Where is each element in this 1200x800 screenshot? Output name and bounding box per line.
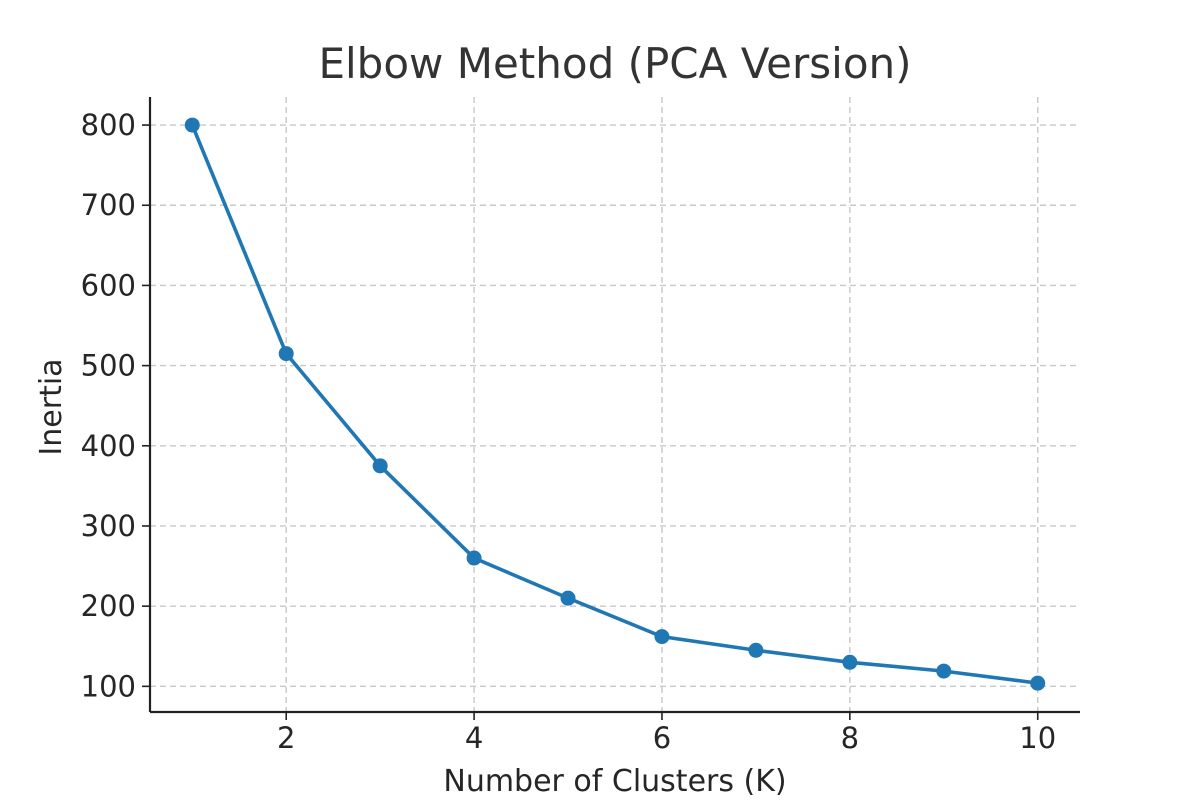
y-tick-label: 400 (81, 429, 136, 463)
data-point (560, 590, 576, 606)
chart-title: Elbow Method (PCA Version) (318, 39, 911, 88)
x-axis-title: Number of Clusters (K) (443, 764, 786, 799)
data-point (466, 550, 482, 566)
x-tick-label: 6 (653, 721, 671, 755)
x-tick-label: 4 (465, 721, 483, 755)
data-point (372, 458, 388, 474)
y-tick-label: 800 (81, 108, 136, 142)
y-tick-label: 700 (81, 188, 136, 222)
x-tick-label: 8 (841, 721, 859, 755)
x-tick-label: 10 (1019, 721, 1056, 755)
data-point (1030, 675, 1046, 691)
y-tick-label: 100 (81, 669, 136, 703)
data-point (184, 117, 200, 133)
inertia-line (190, 123, 1040, 685)
x-tick-label: 2 (277, 721, 295, 755)
y-tick-label: 600 (81, 268, 136, 302)
y-tick-label: 500 (81, 349, 136, 383)
series-group (184, 117, 1046, 691)
data-point (936, 663, 952, 679)
data-point (842, 654, 858, 670)
grid (150, 97, 1080, 712)
data-point (748, 642, 764, 658)
data-point (654, 629, 670, 645)
y-tick-label: 300 (81, 509, 136, 543)
y-tick-label: 200 (81, 589, 136, 623)
y-axis-title: Inertia (34, 358, 69, 455)
data-point (278, 346, 294, 362)
axes: 2 4 6 8 10 100 200 300 400 500 600 700 800 (81, 97, 1080, 755)
